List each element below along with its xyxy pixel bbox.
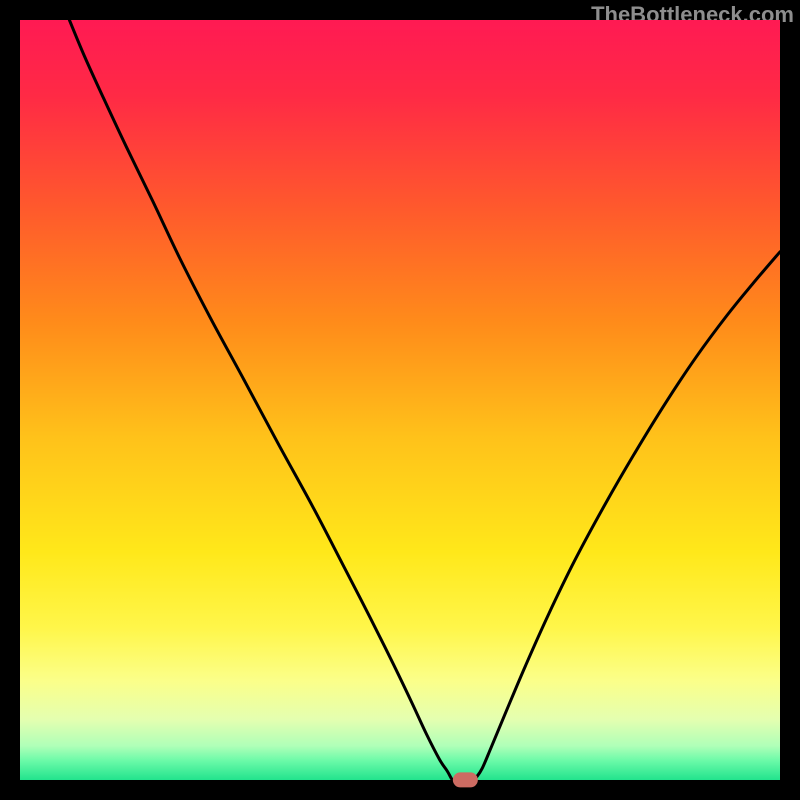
bottleneck-curve	[20, 20, 780, 780]
chart-frame: TheBottleneck.com	[0, 0, 800, 800]
optimal-point-marker	[453, 772, 477, 787]
plot-area	[20, 20, 780, 780]
